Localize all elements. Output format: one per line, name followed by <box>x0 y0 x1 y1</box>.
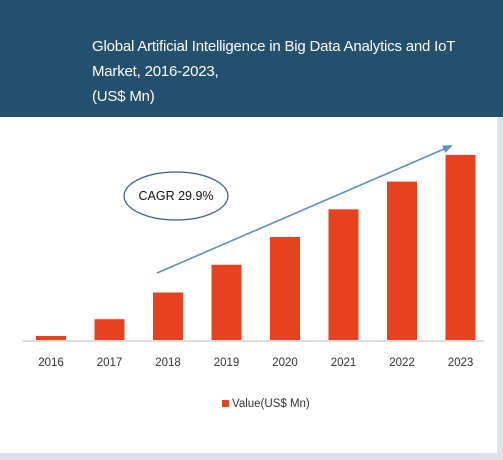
cagr-callout: CAGR 29.9% <box>123 171 229 221</box>
bar-2017 <box>94 319 125 340</box>
bar-2019 <box>211 264 242 340</box>
chart-title-line1: Global Artificial Intelligence in Big Da… <box>92 38 455 80</box>
bar-2023 <box>445 154 476 340</box>
bar-2016 <box>36 336 66 340</box>
bar-2020 <box>270 237 300 340</box>
bar-2022 <box>387 181 417 340</box>
bar-2018 <box>153 292 183 340</box>
cagr-label: CAGR 29.9% <box>138 189 213 203</box>
x-tick-label: 2023 <box>448 357 474 369</box>
legend-swatch <box>222 400 229 407</box>
cagr-ellipse <box>123 171 229 221</box>
x-tick-label: 2017 <box>97 357 123 369</box>
x-tick-label: 2016 <box>38 357 64 369</box>
bar-2021 <box>328 209 359 340</box>
trend-arrow <box>156 145 453 274</box>
x-tick-label: 2020 <box>272 357 298 369</box>
title-banner: Global Artificial Intelligence in Big Da… <box>0 0 503 117</box>
x-tick-label: 2019 <box>214 357 240 369</box>
legend-label: Value(US$ Mn) <box>232 398 310 410</box>
x-tick-label: 2022 <box>389 357 415 369</box>
x-tick-label: 2021 <box>331 357 357 369</box>
chart-title-line2: (US$ Mn) <box>92 88 155 105</box>
x-tick-label: 2018 <box>155 357 181 369</box>
legend: Value(US$ Mn) <box>222 398 310 410</box>
chart-title: Global Artificial Intelligence in Big Da… <box>92 34 497 109</box>
